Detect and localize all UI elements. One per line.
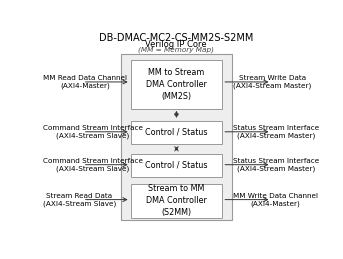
Bar [131, 60, 222, 109]
Text: MM to Stream
DMA Controller
(MM2S): MM to Stream DMA Controller (MM2S) [146, 68, 207, 101]
Text: Status Stream Interface
(AXI4-Stream Master): Status Stream Interface (AXI4-Stream Mas… [233, 158, 319, 172]
Text: Command Stream Interface
(AXI4-Stream Slave): Command Stream Interface (AXI4-Stream Sl… [43, 125, 143, 139]
Bar [131, 184, 222, 218]
Text: Command Stream Interface
(AXI4-Stream Slave): Command Stream Interface (AXI4-Stream Sl… [43, 158, 143, 172]
Text: MM Write Data Channel
(AXI4-Master): MM Write Data Channel (AXI4-Master) [233, 193, 318, 207]
Bar [121, 54, 232, 220]
Text: Stream Read Data
(AXI4-Stream Slave): Stream Read Data (AXI4-Stream Slave) [43, 193, 116, 207]
Text: (MM = Memory Map): (MM = Memory Map) [138, 47, 214, 53]
Text: Verilog IP Core: Verilog IP Core [145, 40, 206, 48]
Text: Stream Write Data
(AXI4-Stream Master): Stream Write Data (AXI4-Stream Master) [233, 75, 311, 89]
Bar [131, 154, 222, 177]
Text: Control / Status: Control / Status [145, 128, 208, 137]
Bar [131, 121, 222, 144]
Text: Control / Status: Control / Status [145, 161, 208, 170]
Text: Status Stream Interface
(AXI4-Stream Master): Status Stream Interface (AXI4-Stream Mas… [233, 125, 319, 139]
Text: MM Read Data Channel
(AXI4-Master): MM Read Data Channel (AXI4-Master) [43, 75, 127, 89]
Text: Stream to MM
DMA Controller
(S2MM): Stream to MM DMA Controller (S2MM) [146, 184, 207, 217]
Text: DB-DMAC-MC2-CS-MM2S-S2MM: DB-DMAC-MC2-CS-MM2S-S2MM [98, 33, 253, 43]
